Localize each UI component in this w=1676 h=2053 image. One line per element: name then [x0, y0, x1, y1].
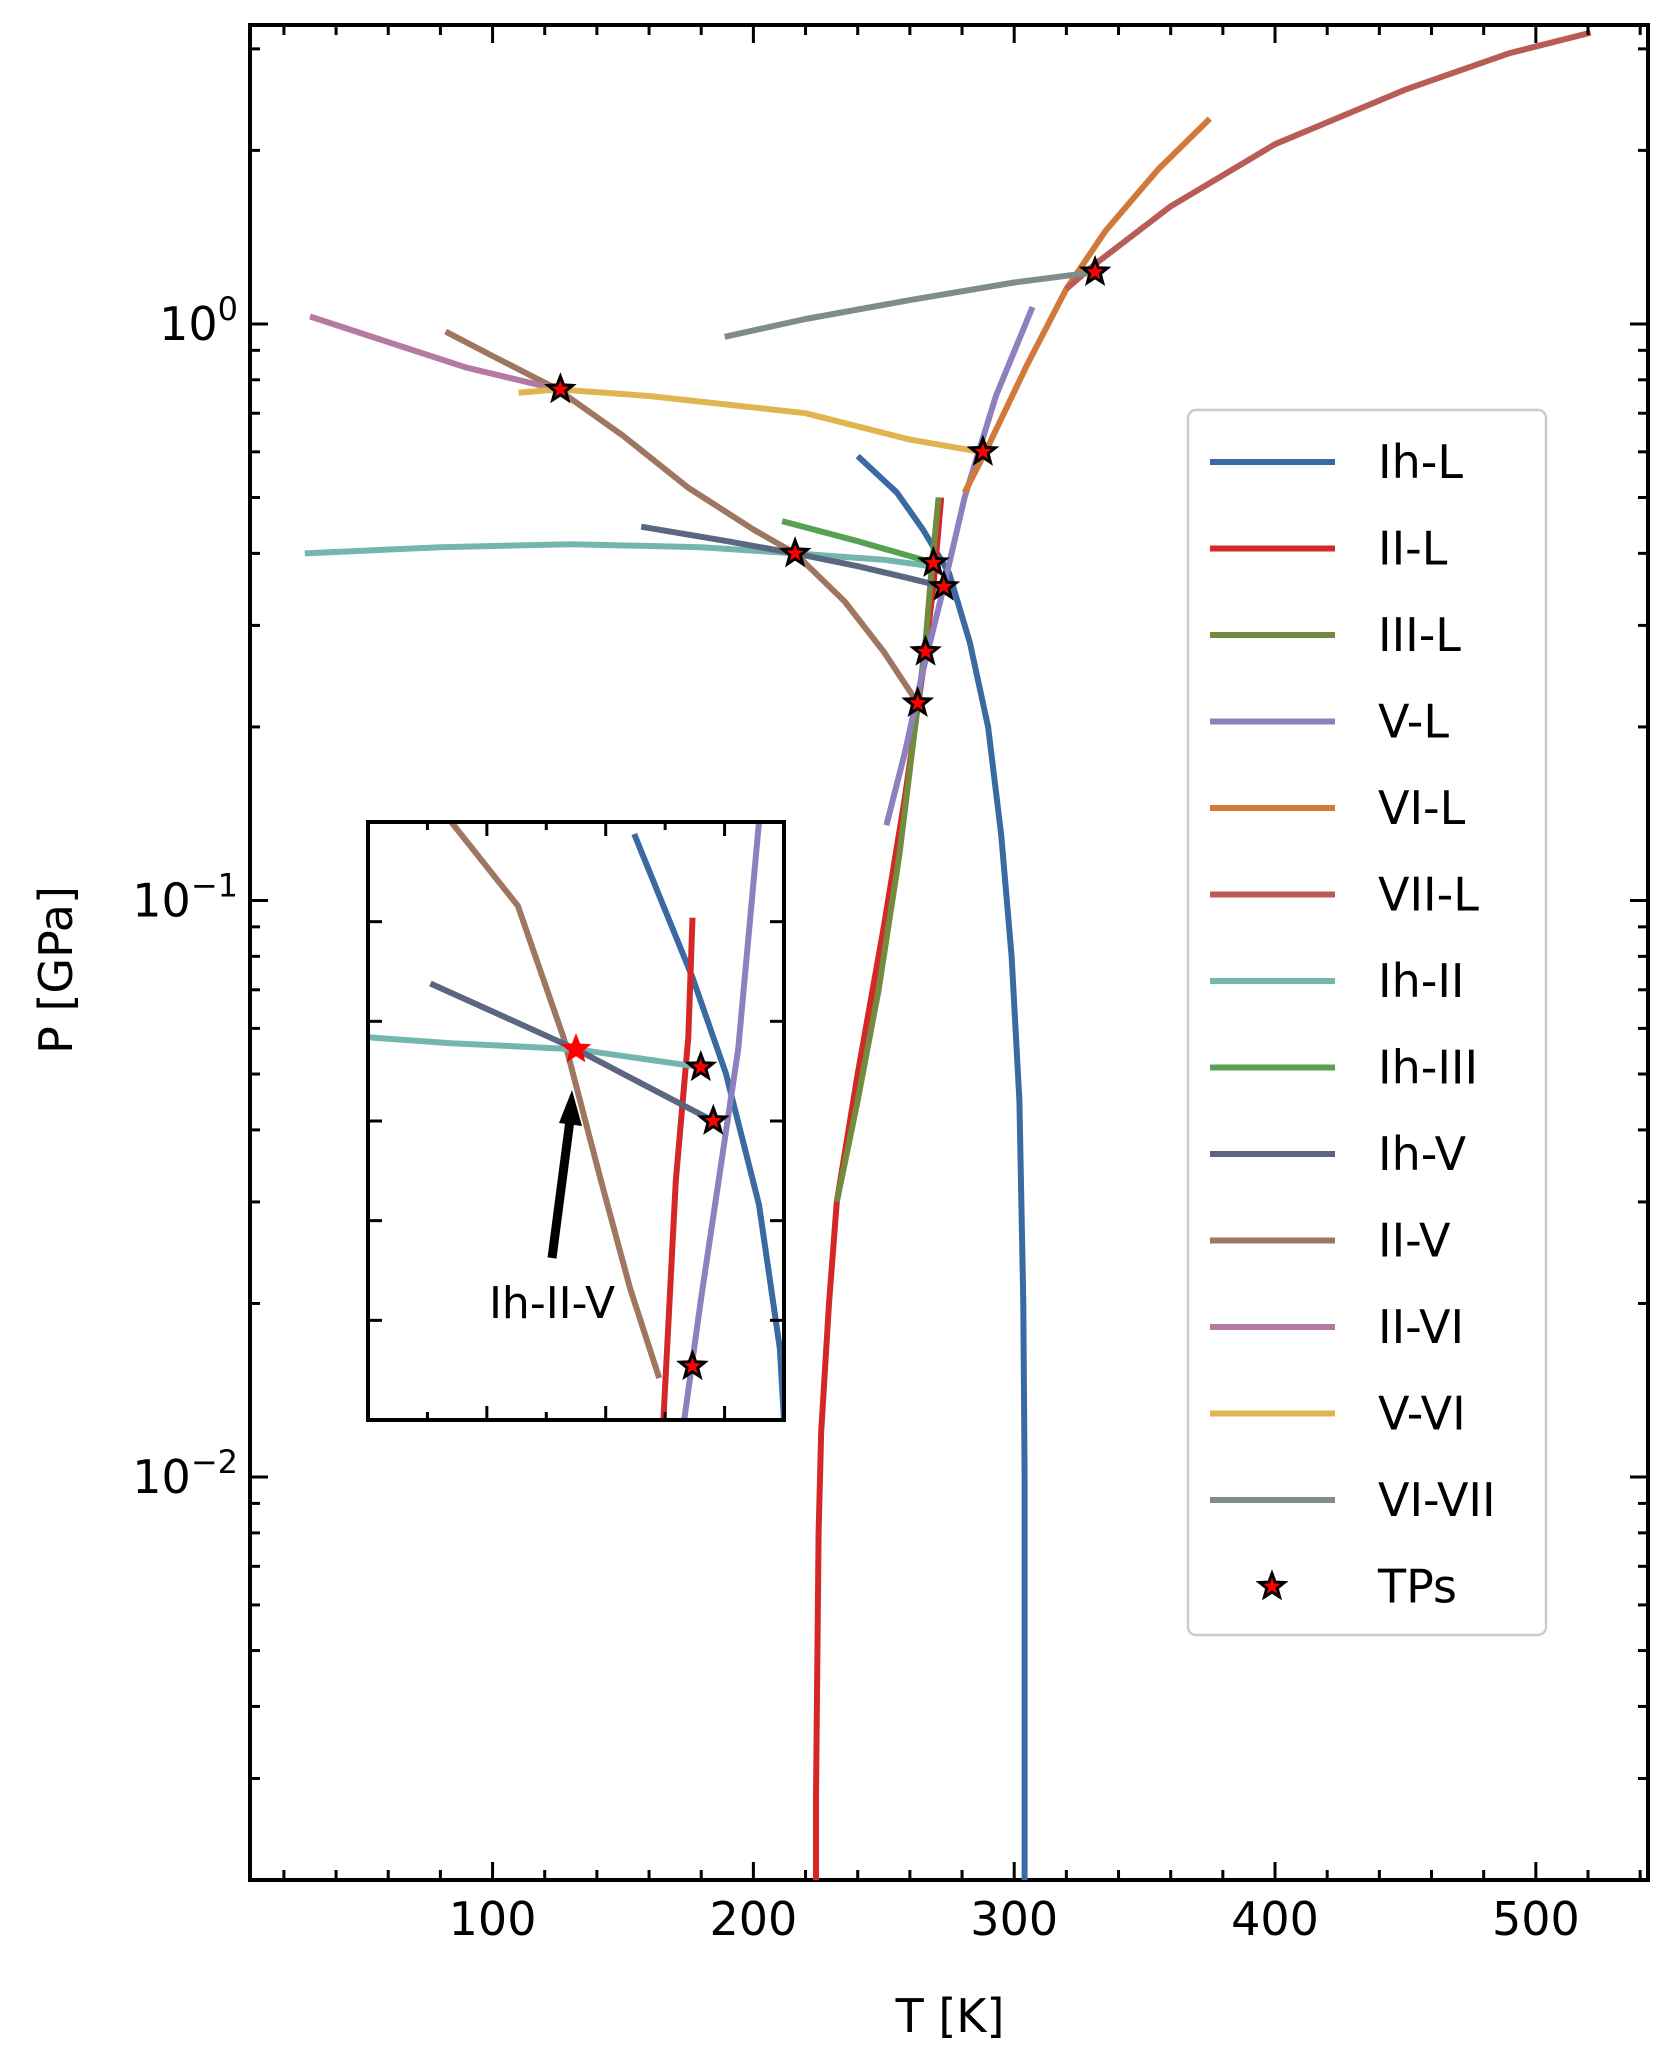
x-tick-label: 200: [709, 1892, 797, 1946]
triple-point-marker: [901, 685, 935, 718]
series-line-Ih-V: [640, 523, 945, 590]
legend: Ih-L II-L III-L V-L VI-L VII-L Ih-II Ih-III Ih-V…: [1186, 408, 1548, 1637]
legend-label: Ih-V: [1378, 1127, 1467, 1181]
series-line-Ih-II: [304, 541, 932, 570]
legend-label: II-V: [1378, 1214, 1451, 1268]
series-line-VI-L: [961, 116, 1212, 494]
triple-point-marker: [927, 569, 961, 601]
series-line-V-L: [883, 305, 1036, 827]
legend-label: Ih-L: [1378, 435, 1463, 489]
triple-point-marker: [916, 545, 950, 577]
series-line-II-V: [444, 328, 921, 705]
series-line-V-VI: [518, 386, 981, 455]
legend-label: II-L: [1378, 522, 1448, 576]
x-tick-label: 500: [1492, 1892, 1580, 1946]
legend-label: Ih-II: [1378, 954, 1464, 1008]
triple-point-marker: [1078, 254, 1112, 287]
series-line-Ih-L: [855, 453, 1028, 1880]
inset-arrow-shaft: [547, 1119, 575, 1259]
inset-line-II-L: [660, 917, 696, 1420]
legend-label: Ih-III: [1378, 1041, 1478, 1095]
y-tick-label: 10−2: [132, 1443, 238, 1504]
y-axis-label: P [GPa]: [29, 886, 83, 1054]
legend-label: VI-VII: [1378, 1473, 1496, 1527]
inset-main-star: [560, 1033, 592, 1063]
inset-line-Ih-II: [368, 1034, 702, 1071]
legend-label: V-VI: [1378, 1387, 1466, 1441]
x-tick-label: 100: [449, 1892, 537, 1946]
inset-line-Ih-L: [631, 832, 784, 1420]
inset-triple-point: [676, 1348, 709, 1381]
series-line-VII-L: [1064, 29, 1592, 292]
legend-label: VII-L: [1378, 868, 1479, 922]
axis-ticks: 100 200 300 400 500 100 10−1 10−2: [132, 25, 1648, 1946]
triple-point-marker: [544, 372, 577, 404]
series-line-III-L: [833, 497, 942, 1203]
inset-line-II-V: [448, 822, 663, 1380]
triple-point-marker: [778, 536, 812, 568]
series-line-VI-VII: [724, 269, 1096, 340]
plot-border: [248, 23, 1650, 1882]
legend-box: [1186, 408, 1548, 1637]
legend-label: VI-L: [1378, 781, 1466, 835]
triple-points-layer: [544, 254, 1112, 718]
inset-annotation: Ih-II-V: [489, 1278, 615, 1329]
inset-zoom-panel: [366, 820, 786, 1422]
series-line-II-VI: [309, 313, 559, 393]
series-line-Ih-III: [781, 518, 935, 566]
inset-triple-point: [684, 1049, 718, 1082]
inset-border: [366, 820, 786, 1422]
plot-frame: [248, 23, 1650, 1882]
inset-arrow-head: [559, 1090, 582, 1126]
legend-label: V-L: [1378, 695, 1449, 749]
x-tick-label: 300: [970, 1892, 1058, 1946]
y-tick-label: 10−1: [132, 866, 238, 927]
x-tick-label: 400: [1231, 1892, 1319, 1946]
inset-triple-point: [696, 1103, 730, 1135]
legend-label: TPs: [1377, 1560, 1457, 1614]
legend-swatch-tps: [1255, 1569, 1289, 1601]
triple-point-marker: [909, 634, 942, 666]
triple-point-marker: [966, 434, 1000, 466]
legend-label: III-L: [1378, 608, 1461, 662]
legend-label: II-VI: [1378, 1300, 1464, 1354]
x-axis-label: T [K]: [895, 1989, 1005, 2043]
y-tick-label: 100: [159, 290, 238, 351]
